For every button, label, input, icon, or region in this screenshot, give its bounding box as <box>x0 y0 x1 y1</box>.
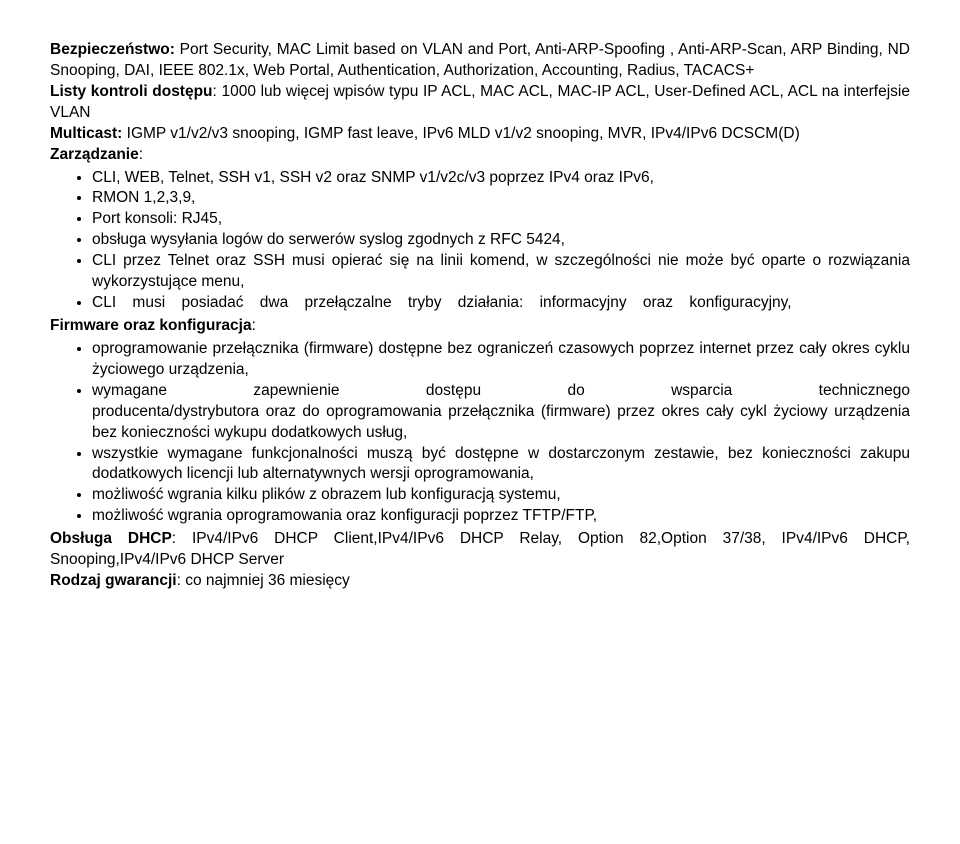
text-warranty: : co najmniej 36 miesięcy <box>177 572 350 589</box>
label-firmware: Firmware oraz konfiguracja <box>50 317 252 334</box>
paragraph-warranty: Rodzaj gwarancji: co najmniej 36 miesięc… <box>50 571 910 592</box>
list-firmware: oprogramowanie przełącznika (firmware) d… <box>50 339 910 527</box>
list-item: możliwość wgrania oprogramowania oraz ko… <box>92 506 910 527</box>
list-item: RMON 1,2,3,9, <box>92 188 910 209</box>
text-multicast: IGMP v1/v2/v3 snooping, IGMP fast leave,… <box>122 125 799 142</box>
list-item: CLI musi posiadać dwa przełączalne tryby… <box>92 293 910 314</box>
list-item: możliwość wgrania kilku plików z obrazem… <box>92 485 910 506</box>
paragraph-security: Bezpieczeństwo: Port Security, MAC Limit… <box>50 40 910 82</box>
heading-management: Zarządzanie: <box>50 145 910 166</box>
label-management: Zarządzanie <box>50 146 139 163</box>
label-acl: Listy kontroli dostępu <box>50 83 213 100</box>
paragraph-dhcp: Obsługa DHCP: IPv4/IPv6 DHCP Client,IPv4… <box>50 529 910 571</box>
label-multicast: Multicast: <box>50 125 122 142</box>
paragraph-acl: Listy kontroli dostępu: 1000 lub więcej … <box>50 82 910 124</box>
list-item: CLI, WEB, Telnet, SSH v1, SSH v2 oraz SN… <box>92 168 910 189</box>
list-item: Port konsoli: RJ45, <box>92 209 910 230</box>
list-item: CLI przez Telnet oraz SSH musi opierać s… <box>92 251 910 293</box>
text-fw-i1-rest: producenta/dystrybutora oraz do oprogram… <box>92 403 910 441</box>
text-dhcp: : IPv4/IPv6 DHCP Client,IPv4/IPv6 DHCP R… <box>50 530 910 568</box>
heading-firmware: Firmware oraz konfiguracja: <box>50 316 910 337</box>
list-item: obsługa wysyłania logów do serwerów sysl… <box>92 230 910 251</box>
paragraph-multicast: Multicast: IGMP v1/v2/v3 snooping, IGMP … <box>50 124 910 145</box>
list-management: CLI, WEB, Telnet, SSH v1, SSH v2 oraz SN… <box>50 168 910 314</box>
text-security: Port Security, MAC Limit based on VLAN a… <box>50 41 910 79</box>
label-security: Bezpieczeństwo: <box>50 41 175 58</box>
colon-firmware: : <box>252 317 256 334</box>
list-item: oprogramowanie przełącznika (firmware) d… <box>92 339 910 381</box>
label-warranty: Rodzaj gwarancji <box>50 572 177 589</box>
label-dhcp: Obsługa DHCP <box>50 530 172 547</box>
list-item: wszystkie wymagane funkcjonalności muszą… <box>92 444 910 486</box>
list-item: wymagane zapewnienie dostępu do wsparcia… <box>92 381 910 444</box>
colon-management: : <box>139 146 143 163</box>
